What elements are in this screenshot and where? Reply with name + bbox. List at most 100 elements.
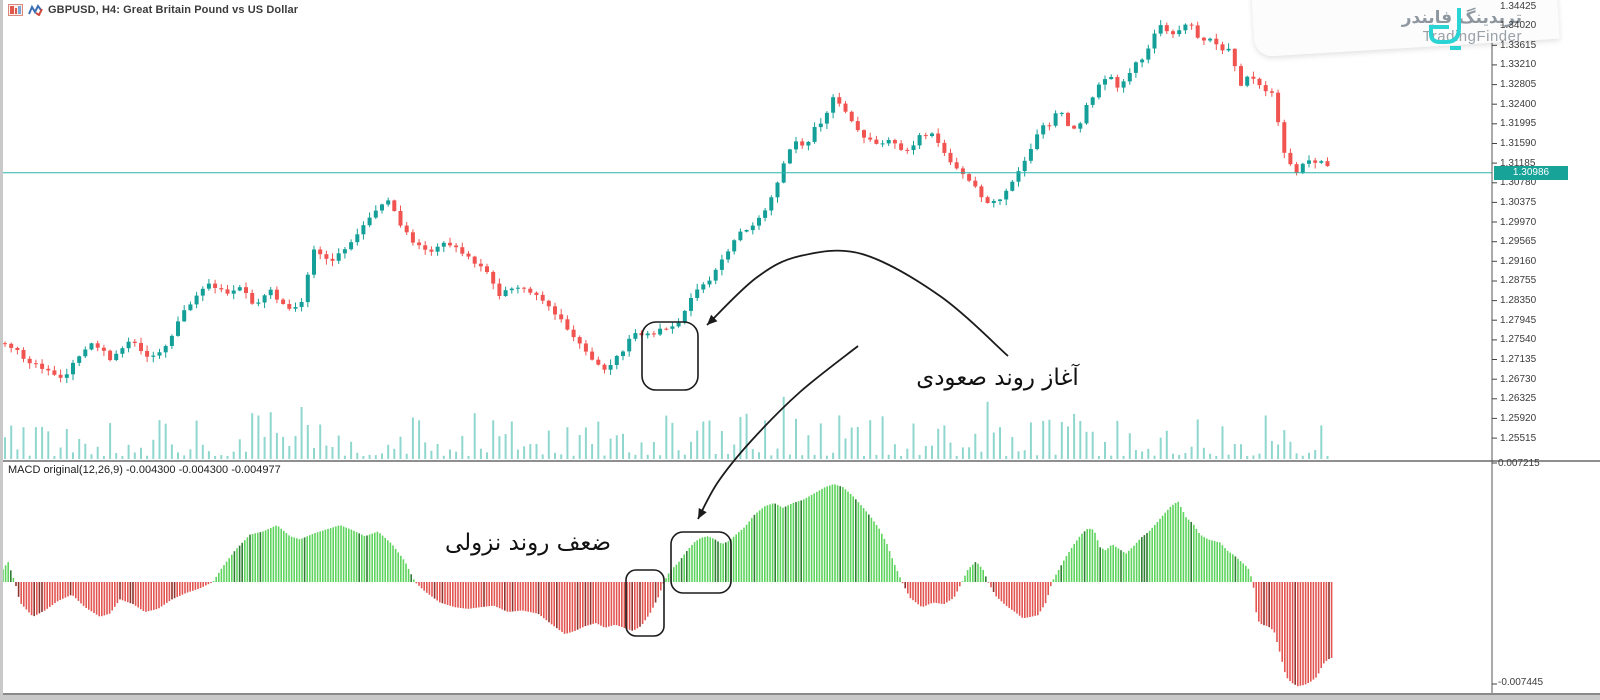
candle-body [466, 253, 471, 257]
macd-histogram-bar [405, 563, 407, 582]
macd-histogram-bar [1117, 548, 1120, 582]
uptrend-annotation-text: آغاز روند صعودی [916, 365, 1079, 391]
macd-histogram-bar [691, 544, 693, 582]
volume-bar [170, 444, 173, 459]
macd-histogram-bar [805, 497, 808, 582]
macd-histogram-bar [361, 534, 363, 582]
mt-chart-icon[interactable] [8, 4, 23, 16]
annotation-box [625, 569, 665, 637]
candle-body [1195, 25, 1200, 38]
macd-histogram-bar [735, 534, 737, 582]
macd-max-label: 0.007215 [1498, 458, 1540, 469]
volume-bar [1196, 419, 1199, 459]
macd-histogram-bar [808, 496, 810, 582]
macd-histogram-bar [613, 582, 615, 625]
macd-histogram-bar [1216, 541, 1218, 582]
volume-bar [541, 454, 544, 459]
macd-histogram-bar [987, 582, 990, 583]
candle-body [880, 143, 885, 145]
candle-body [1232, 48, 1237, 67]
macd-histogram-bar [1286, 582, 1289, 679]
volume-bar [1054, 454, 1057, 459]
volume-bar [1159, 437, 1162, 459]
candle-body [985, 197, 990, 203]
macd-histogram-bar [329, 528, 332, 582]
volume-bar [1091, 431, 1094, 459]
macd-histogram-bar [306, 536, 308, 582]
candle-body [1072, 125, 1077, 129]
candle-body [373, 210, 378, 218]
macd-histogram-bar [792, 502, 795, 582]
candle-body [77, 356, 82, 363]
candle-body [831, 97, 836, 113]
candle-body [614, 356, 619, 365]
price-axis-label: 1.29970 [1500, 216, 1537, 228]
macd-histogram-bar [540, 582, 542, 617]
volume-bar [924, 445, 927, 459]
macd-histogram-bar [992, 582, 995, 592]
macd-histogram-bar [647, 582, 649, 617]
candle-body [472, 256, 477, 264]
candle-body [1047, 125, 1052, 127]
volume-bar [510, 421, 513, 459]
volume-bar [207, 451, 210, 459]
macd-histogram-bar [145, 582, 147, 612]
macd-histogram-bar [743, 527, 745, 582]
macd-histogram-bar [834, 484, 836, 582]
macd-histogram-bar [72, 582, 74, 596]
macd-histogram-bar [498, 582, 501, 609]
macd-histogram-bar [1276, 582, 1278, 642]
macd-histogram-bar [311, 534, 314, 582]
macd-histogram-bar [1278, 582, 1281, 652]
macd-histogram-bar [452, 582, 454, 607]
macd-histogram-bar [1037, 582, 1039, 616]
macd-histogram-bar [883, 538, 886, 582]
macd-histogram-bar [519, 582, 522, 611]
macd-histogram-bar [88, 582, 90, 610]
volume-bar [819, 423, 822, 459]
price-axis-label: 1.31185 [1500, 157, 1536, 169]
macd-histogram-bar [946, 582, 948, 603]
candle-body [1140, 59, 1145, 63]
volume-bar [597, 421, 600, 459]
macd-histogram-bar [790, 504, 792, 582]
macd-histogram-bar [1328, 582, 1330, 659]
candle-body [1133, 62, 1138, 73]
macd-histogram-bar [995, 582, 997, 597]
candle-body [256, 302, 261, 304]
mt-indicator-icon[interactable] [28, 4, 43, 16]
candle-body [404, 225, 409, 233]
volume-bar [325, 445, 328, 459]
volume-bar [751, 449, 754, 459]
macd-histogram-bar [1151, 527, 1153, 582]
macd-histogram-bar [449, 582, 451, 606]
tradingfinder-logo-icon [1429, 8, 1461, 50]
candle-body [911, 145, 916, 150]
macd-histogram-bar [293, 537, 295, 582]
candle-body [701, 284, 706, 290]
macd-histogram-bar [803, 499, 805, 582]
candle-body [1220, 44, 1225, 51]
candle-body [163, 346, 168, 353]
candle-body [1226, 48, 1231, 51]
macd-histogram-bar [1146, 533, 1148, 582]
pane-separator[interactable] [0, 460, 1600, 462]
macd-histogram-bar [1302, 582, 1304, 686]
candle-body [1103, 79, 1107, 85]
volume-bar [727, 454, 730, 459]
macd-histogram-bar [1109, 545, 1112, 582]
macd-histogram-bar [1005, 582, 1008, 607]
macd-histogram-bar [153, 582, 155, 610]
volume-bar [282, 436, 285, 459]
candle-body [509, 288, 514, 291]
annotation-arrow [697, 345, 859, 520]
candle-body [1066, 112, 1070, 126]
candle-body [824, 112, 829, 124]
volume-bar [195, 420, 198, 459]
macd-histogram-bar [693, 542, 696, 582]
volume-bar [232, 451, 235, 459]
volume-bar [1320, 425, 1323, 459]
macd-histogram-bar [319, 531, 321, 582]
macd-histogram-bar [704, 536, 706, 582]
